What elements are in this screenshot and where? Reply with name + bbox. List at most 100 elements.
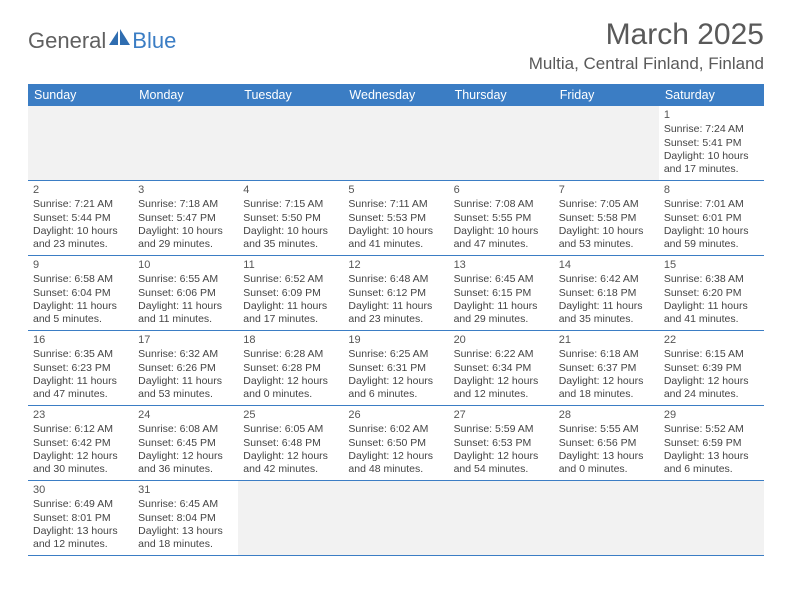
empty-cell — [343, 481, 448, 555]
day-cell: 8Sunrise: 7:01 AMSunset: 6:01 PMDaylight… — [659, 181, 764, 255]
day-number: 8 — [664, 183, 759, 197]
empty-cell — [343, 106, 448, 180]
sunset-text: Sunset: 6:01 PM — [664, 212, 759, 225]
sunset-text: Sunset: 5:47 PM — [138, 212, 233, 225]
empty-cell — [449, 106, 554, 180]
day-number: 24 — [138, 408, 233, 422]
sunrise-text: Sunrise: 5:59 AM — [454, 423, 549, 436]
sunset-text: Sunset: 6:26 PM — [138, 362, 233, 375]
sunrise-text: Sunrise: 7:18 AM — [138, 198, 233, 211]
day-number: 22 — [664, 333, 759, 347]
day-cell: 13Sunrise: 6:45 AMSunset: 6:15 PMDayligh… — [449, 256, 554, 330]
daylight-text: Daylight: 10 hours and 23 minutes. — [33, 225, 128, 252]
weekday-header: Wednesday — [343, 84, 448, 106]
sunset-text: Sunset: 5:41 PM — [664, 137, 759, 150]
sunrise-text: Sunrise: 6:55 AM — [138, 273, 233, 286]
daylight-text: Daylight: 10 hours and 47 minutes. — [454, 225, 549, 252]
daylight-text: Daylight: 13 hours and 12 minutes. — [33, 525, 128, 552]
day-number: 20 — [454, 333, 549, 347]
day-cell: 27Sunrise: 5:59 AMSunset: 6:53 PMDayligh… — [449, 406, 554, 480]
day-cell: 16Sunrise: 6:35 AMSunset: 6:23 PMDayligh… — [28, 331, 133, 405]
day-cell: 21Sunrise: 6:18 AMSunset: 6:37 PMDayligh… — [554, 331, 659, 405]
weekday-header: Monday — [133, 84, 238, 106]
daylight-text: Daylight: 11 hours and 35 minutes. — [559, 300, 654, 327]
daylight-text: Daylight: 11 hours and 11 minutes. — [138, 300, 233, 327]
sunrise-text: Sunrise: 6:42 AM — [559, 273, 654, 286]
daylight-text: Daylight: 12 hours and 12 minutes. — [454, 375, 549, 402]
empty-cell — [238, 481, 343, 555]
week-row: 1Sunrise: 7:24 AMSunset: 5:41 PMDaylight… — [28, 106, 764, 181]
daylight-text: Daylight: 13 hours and 0 minutes. — [559, 450, 654, 477]
sunset-text: Sunset: 6:39 PM — [664, 362, 759, 375]
sunset-text: Sunset: 5:58 PM — [559, 212, 654, 225]
sunrise-text: Sunrise: 6:05 AM — [243, 423, 338, 436]
weekday-header: Tuesday — [238, 84, 343, 106]
sunrise-text: Sunrise: 7:01 AM — [664, 198, 759, 211]
sunset-text: Sunset: 6:20 PM — [664, 287, 759, 300]
sunset-text: Sunset: 6:48 PM — [243, 437, 338, 450]
sunrise-text: Sunrise: 6:18 AM — [559, 348, 654, 361]
day-number: 11 — [243, 258, 338, 272]
month-title: March 2025 — [529, 18, 764, 52]
day-number: 6 — [454, 183, 549, 197]
day-cell: 31Sunrise: 6:45 AMSunset: 8:04 PMDayligh… — [133, 481, 238, 555]
day-cell: 6Sunrise: 7:08 AMSunset: 5:55 PMDaylight… — [449, 181, 554, 255]
sunrise-text: Sunrise: 5:55 AM — [559, 423, 654, 436]
sunrise-text: Sunrise: 6:15 AM — [664, 348, 759, 361]
day-cell: 5Sunrise: 7:11 AMSunset: 5:53 PMDaylight… — [343, 181, 448, 255]
empty-cell — [554, 481, 659, 555]
sunset-text: Sunset: 6:18 PM — [559, 287, 654, 300]
day-cell: 10Sunrise: 6:55 AMSunset: 6:06 PMDayligh… — [133, 256, 238, 330]
day-cell: 29Sunrise: 5:52 AMSunset: 6:59 PMDayligh… — [659, 406, 764, 480]
day-number: 18 — [243, 333, 338, 347]
logo-sails-icon — [109, 29, 131, 52]
week-row: 30Sunrise: 6:49 AMSunset: 8:01 PMDayligh… — [28, 481, 764, 556]
day-number: 17 — [138, 333, 233, 347]
day-cell: 22Sunrise: 6:15 AMSunset: 6:39 PMDayligh… — [659, 331, 764, 405]
location-text: Multia, Central Finland, Finland — [529, 54, 764, 74]
sunset-text: Sunset: 6:56 PM — [559, 437, 654, 450]
sunset-text: Sunset: 6:37 PM — [559, 362, 654, 375]
day-number: 23 — [33, 408, 128, 422]
day-number: 12 — [348, 258, 443, 272]
day-number: 13 — [454, 258, 549, 272]
sunset-text: Sunset: 6:53 PM — [454, 437, 549, 450]
sunrise-text: Sunrise: 6:02 AM — [348, 423, 443, 436]
day-cell: 24Sunrise: 6:08 AMSunset: 6:45 PMDayligh… — [133, 406, 238, 480]
weeks-container: 1Sunrise: 7:24 AMSunset: 5:41 PMDaylight… — [28, 106, 764, 556]
daylight-text: Daylight: 12 hours and 48 minutes. — [348, 450, 443, 477]
page-header: General Blue March 2025 Multia, Central … — [28, 18, 764, 80]
sunset-text: Sunset: 8:01 PM — [33, 512, 128, 525]
weekday-header-row: SundayMondayTuesdayWednesdayThursdayFrid… — [28, 84, 764, 106]
daylight-text: Daylight: 10 hours and 59 minutes. — [664, 225, 759, 252]
daylight-text: Daylight: 11 hours and 5 minutes. — [33, 300, 128, 327]
sunset-text: Sunset: 6:42 PM — [33, 437, 128, 450]
day-number: 1 — [664, 108, 759, 122]
calendar-grid: SundayMondayTuesdayWednesdayThursdayFrid… — [28, 84, 764, 556]
day-cell: 18Sunrise: 6:28 AMSunset: 6:28 PMDayligh… — [238, 331, 343, 405]
sunset-text: Sunset: 6:04 PM — [33, 287, 128, 300]
sunset-text: Sunset: 5:53 PM — [348, 212, 443, 225]
empty-cell — [449, 481, 554, 555]
daylight-text: Daylight: 11 hours and 47 minutes. — [33, 375, 128, 402]
empty-cell — [238, 106, 343, 180]
sunset-text: Sunset: 6:31 PM — [348, 362, 443, 375]
daylight-text: Daylight: 13 hours and 6 minutes. — [664, 450, 759, 477]
daylight-text: Daylight: 10 hours and 35 minutes. — [243, 225, 338, 252]
sunrise-text: Sunrise: 6:38 AM — [664, 273, 759, 286]
weekday-header: Thursday — [449, 84, 554, 106]
day-number: 4 — [243, 183, 338, 197]
day-number: 9 — [33, 258, 128, 272]
day-number: 30 — [33, 483, 128, 497]
sunset-text: Sunset: 6:15 PM — [454, 287, 549, 300]
daylight-text: Daylight: 11 hours and 23 minutes. — [348, 300, 443, 327]
day-number: 16 — [33, 333, 128, 347]
daylight-text: Daylight: 12 hours and 0 minutes. — [243, 375, 338, 402]
sunrise-text: Sunrise: 6:25 AM — [348, 348, 443, 361]
day-number: 25 — [243, 408, 338, 422]
daylight-text: Daylight: 10 hours and 41 minutes. — [348, 225, 443, 252]
daylight-text: Daylight: 10 hours and 29 minutes. — [138, 225, 233, 252]
day-number: 5 — [348, 183, 443, 197]
sunrise-text: Sunrise: 6:52 AM — [243, 273, 338, 286]
day-number: 19 — [348, 333, 443, 347]
